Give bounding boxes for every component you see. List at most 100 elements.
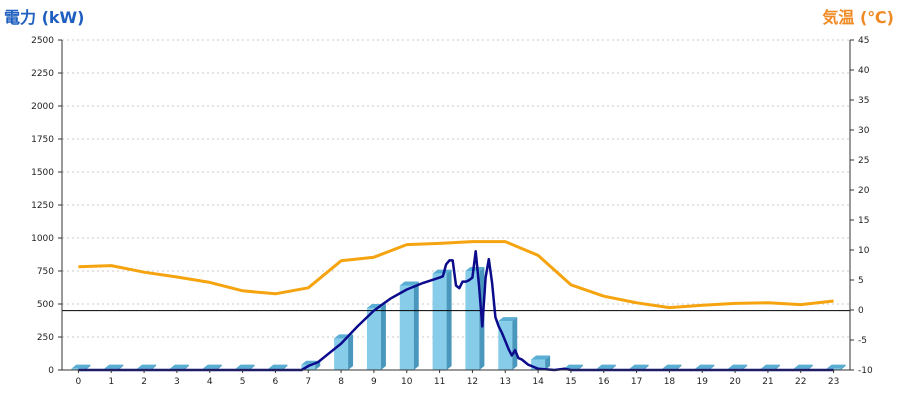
x-tick-label: 16	[598, 377, 610, 387]
tick-labels: 02505007501000125015001750200022502500-1…	[31, 36, 873, 387]
gridlines	[62, 39, 850, 338]
right-tick-label: 5	[858, 276, 864, 286]
right-tick-label: -5	[858, 336, 867, 346]
left-tick-label: 750	[37, 267, 54, 277]
bar-front	[465, 271, 480, 370]
left-tick-label: 0	[48, 366, 54, 376]
series-lines	[78, 240, 834, 372]
right-tick-label: 10	[858, 246, 870, 256]
x-tick-label: 19	[697, 377, 709, 387]
bar-top	[432, 269, 452, 274]
left-tick-label: 500	[37, 300, 54, 310]
bar-top	[629, 364, 649, 369]
x-tick-label: 12	[467, 377, 478, 387]
bar-side	[577, 364, 583, 370]
left-tick-label: 2000	[31, 102, 54, 112]
left-tick-label: 1000	[31, 234, 54, 244]
left-tick-label: 1750	[31, 135, 54, 145]
x-tick-label: 18	[664, 377, 676, 387]
right-tick-label: 30	[858, 126, 870, 136]
x-tick-label: 9	[371, 377, 377, 387]
x-tick-label: 8	[338, 377, 344, 387]
bar-top	[760, 364, 780, 369]
bar-top	[104, 364, 124, 369]
x-tick-label: 3	[174, 377, 180, 387]
bar	[498, 317, 518, 370]
x-tick-label: 23	[828, 377, 839, 387]
left-axis-title: 電力 (kW)	[4, 8, 85, 27]
x-tick-label: 15	[565, 377, 576, 387]
right-tick-label: -10	[858, 366, 873, 376]
bar-side	[282, 364, 288, 370]
bar-side	[216, 364, 222, 370]
bar-top	[498, 317, 518, 322]
bar-side	[610, 364, 616, 370]
bar-top	[728, 364, 748, 369]
bar-side	[774, 364, 780, 370]
bar-side	[676, 364, 682, 370]
left-tick-label: 250	[37, 333, 54, 343]
bar-top	[826, 364, 846, 369]
right-tick-label: 0	[858, 306, 864, 316]
x-tick-label: 10	[401, 377, 413, 387]
axes	[58, 39, 854, 373]
power-bars	[71, 267, 846, 370]
bar-top	[465, 267, 485, 271]
bar-top	[596, 364, 616, 369]
bar-top	[268, 364, 288, 369]
bar-side	[840, 364, 846, 370]
bar-side	[183, 364, 189, 370]
bar-side	[249, 364, 255, 370]
x-tick-label: 2	[141, 377, 147, 387]
bar-top	[563, 364, 583, 369]
power-line	[78, 249, 834, 372]
bar-front	[399, 285, 414, 370]
bar-side	[446, 269, 452, 370]
x-tick-label: 7	[305, 377, 311, 387]
bar-side	[742, 364, 748, 370]
x-tick-label: 14	[532, 377, 544, 387]
bar-side	[380, 303, 386, 370]
left-tick-label: 2500	[31, 36, 54, 46]
bar-side	[512, 317, 518, 370]
bar-side	[709, 364, 715, 370]
x-tick-label: 21	[762, 377, 773, 387]
temperature-line	[78, 240, 834, 310]
right-tick-label: 25	[858, 156, 869, 166]
bar-top	[235, 364, 255, 369]
x-tick-label: 1	[108, 377, 114, 387]
right-tick-label: 20	[858, 186, 870, 196]
bar-top	[169, 364, 189, 369]
x-tick-label: 6	[273, 377, 279, 387]
x-tick-label: 13	[500, 377, 511, 387]
x-tick-label: 0	[76, 377, 82, 387]
bar-side	[643, 364, 649, 370]
bar-side	[151, 364, 157, 370]
bar-side	[315, 360, 321, 370]
bar-front	[432, 273, 447, 370]
bar-side	[85, 364, 91, 370]
bar	[366, 303, 386, 370]
x-tick-label: 17	[631, 377, 642, 387]
bar-front	[366, 307, 381, 370]
right-tick-label: 45	[858, 36, 869, 46]
bar-top	[793, 364, 813, 369]
left-tick-label: 1500	[31, 168, 54, 178]
bar-side	[118, 364, 124, 370]
right-tick-label: 40	[858, 66, 870, 76]
x-tick-label: 20	[729, 377, 741, 387]
bar-top	[399, 281, 419, 286]
left-tick-label: 2250	[31, 69, 54, 79]
right-axis-title: 気温 (℃)	[822, 8, 894, 27]
bar-top	[71, 364, 91, 369]
bar-top	[695, 364, 715, 369]
bar-side	[413, 281, 419, 370]
bar	[432, 269, 452, 370]
x-tick-label: 4	[207, 377, 213, 387]
bar	[531, 355, 551, 370]
left-tick-label: 1250	[31, 201, 54, 211]
right-tick-label: 15	[858, 216, 869, 226]
bar-side	[545, 355, 551, 370]
bar-top	[137, 364, 157, 369]
